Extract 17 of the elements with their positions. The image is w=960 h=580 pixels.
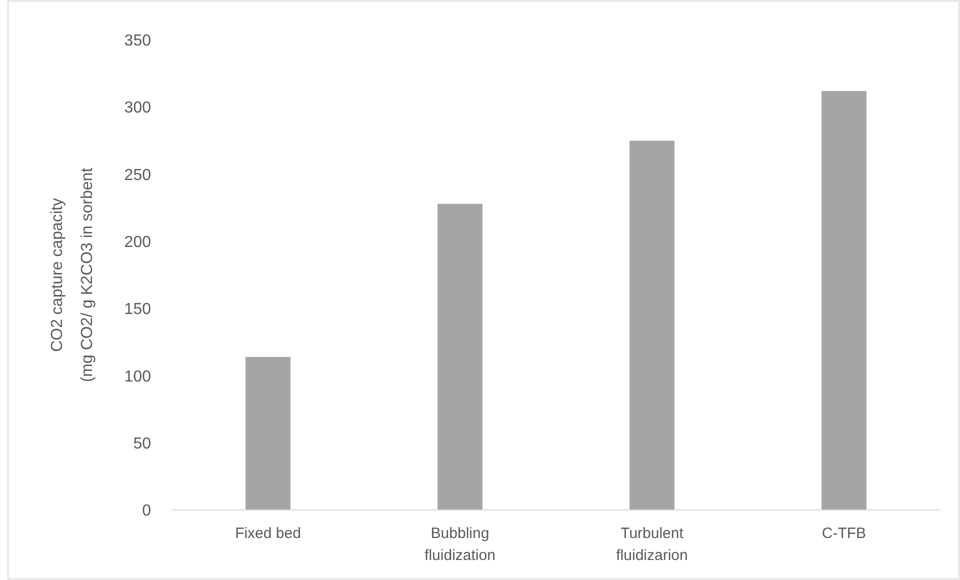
x-tick-label: Fixed bed [235, 525, 301, 542]
y-tick-label: 300 [124, 100, 152, 117]
bar [630, 140, 674, 510]
y-tick-label: 200 [124, 234, 152, 252]
y-tick-label: 150 [124, 301, 152, 318]
y-tick-label: 250 [124, 166, 152, 184]
x-tick-label: C-TFB [822, 525, 866, 542]
y-tick-label: 350 [124, 32, 152, 50]
y-axis-title: CO2 capture capacity (mg CO2/ g K2CO3 in sorbent [49, 167, 96, 382]
y-tick-label: 100 [124, 368, 152, 386]
y-tick-label: 50 [133, 435, 152, 452]
x-tick-label: Turbulent fluidizarion [616, 525, 688, 564]
x-tick-label: Bubbling fluidization [424, 525, 496, 564]
bar [438, 204, 482, 510]
bar [822, 91, 866, 510]
bar [246, 356, 290, 510]
y-tick-label: 0 [142, 502, 152, 520]
